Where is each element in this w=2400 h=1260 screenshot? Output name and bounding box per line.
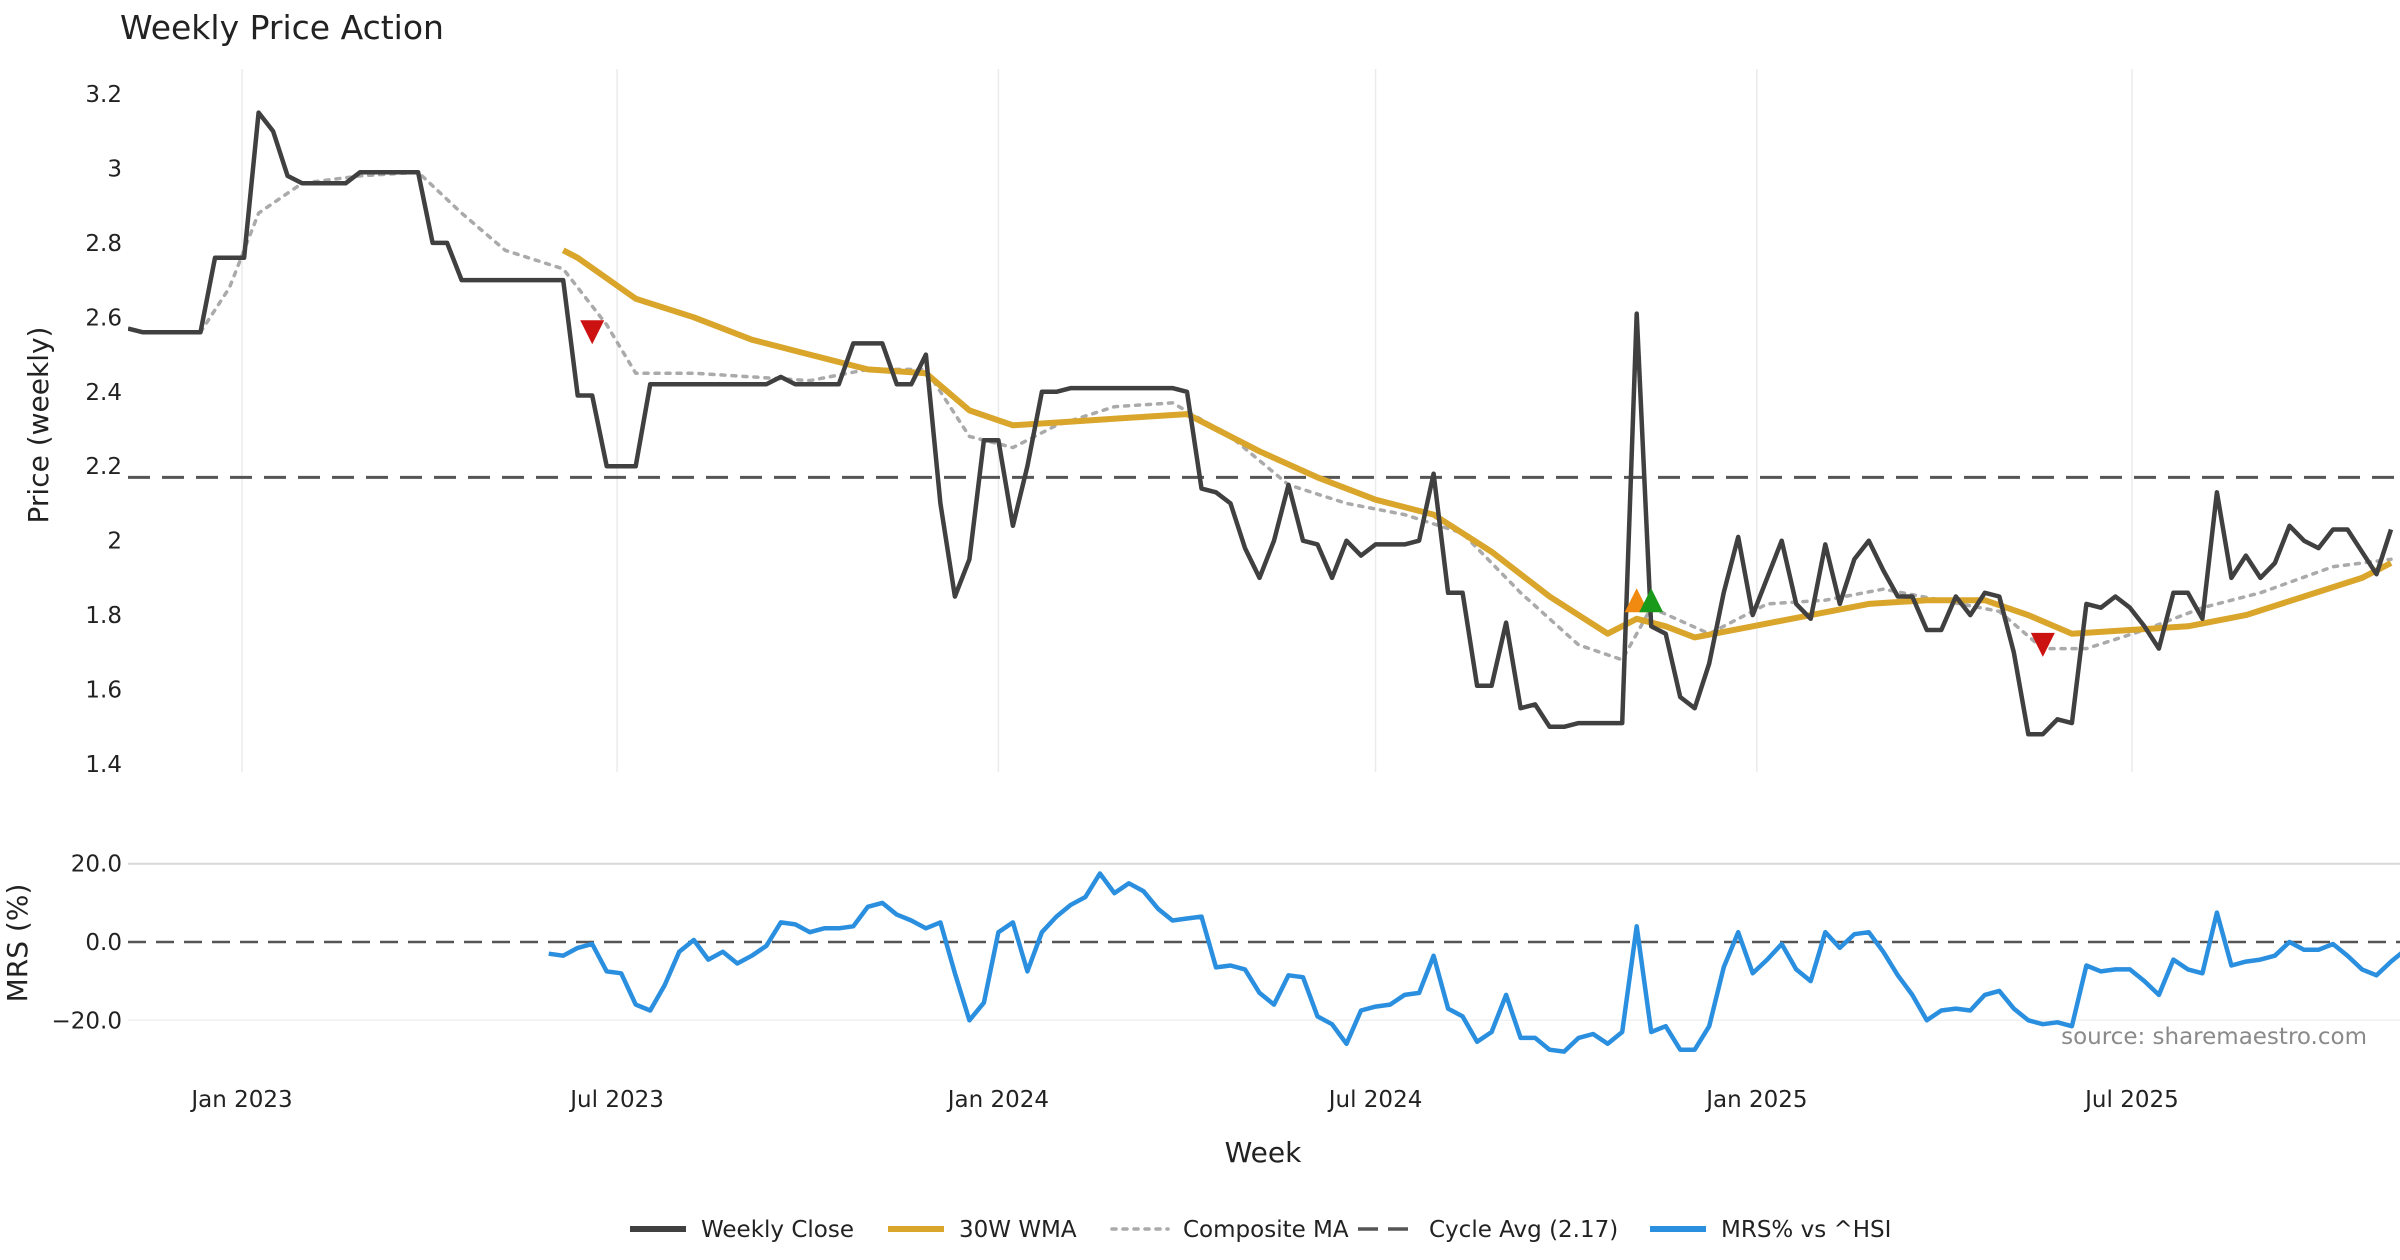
price-y-tick-label: 1.4: [85, 752, 122, 778]
price-y-tick-label: 2.2: [85, 454, 122, 480]
signal-marker-up: [1639, 588, 1664, 613]
signal-marker-down: [580, 320, 605, 345]
legend-label: Weekly Close: [701, 1217, 854, 1243]
x-tick-label: Jan 2025: [1704, 1087, 1807, 1113]
x-gridlines: [241, 69, 2133, 772]
legend-label: MRS% vs ^HSI: [1721, 1217, 1891, 1243]
x-tick-label: Jan 2024: [946, 1087, 1049, 1113]
chart-title: Weekly Price Action: [120, 8, 444, 47]
price-y-axis: 1.4 1.6 1.8 2 2.2 2.4 2.6 2.8 3 3.2: [85, 82, 122, 778]
x-tick-label: Jul 2023: [568, 1087, 664, 1113]
mrs-y-axis-label: MRS (%): [1, 884, 34, 1003]
price-y-tick-label: 2.4: [85, 380, 122, 406]
price-y-tick-label: 2.6: [85, 305, 122, 331]
mrs-y-tick-label: 0.0: [85, 930, 122, 956]
legend: Weekly Close 30W WMA Composite MA Cycle Avg…: [630, 1217, 1891, 1243]
mrs-y-tick-label: −20.0: [52, 1008, 122, 1034]
x-tick-label: Jul 2024: [1327, 1087, 1423, 1113]
price-y-tick-label: 1.8: [85, 603, 122, 629]
weekly-close-series-line: [128, 110, 2394, 737]
price-y-axis-label: Price (weekly): [22, 327, 55, 524]
price-y-tick-label: 1.6: [85, 678, 122, 704]
price-y-tick-label: 2.8: [85, 231, 122, 257]
composite-series-line: [198, 170, 2393, 662]
source-note: source: sharemaestro.com: [2061, 1024, 2367, 1050]
mrs-plot-area: [128, 871, 2400, 1054]
x-axis: Jan 2023 Jul 2023 Jan 2024 Jul 2024 Jan 2025…: [189, 1087, 2178, 1113]
mrs-series-line: [548, 871, 2400, 1054]
x-axis-label: Week: [1225, 1136, 1302, 1169]
mrs-y-axis: 20.0 0.0 −20.0: [52, 852, 2400, 1034]
mrs-plot: [128, 871, 2400, 1054]
price-plot-area: [128, 110, 2400, 737]
signal-marker-down: [2030, 632, 2055, 657]
price-y-tick-label: 3.2: [85, 82, 122, 108]
legend-label: Composite MA: [1183, 1217, 1349, 1243]
legend-label: Cycle Avg (2.17): [1429, 1217, 1618, 1243]
price-y-tick-label: 3: [107, 156, 122, 182]
mrs-y-tick-label: 20.0: [71, 852, 122, 878]
price-plot: [128, 110, 2400, 737]
wma-series-line: [561, 247, 2393, 641]
x-tick-label: Jul 2025: [2083, 1087, 2179, 1113]
x-tick-label: Jan 2023: [189, 1087, 292, 1113]
price-y-tick-label: 2: [107, 529, 122, 555]
legend-label: 30W WMA: [959, 1217, 1077, 1243]
